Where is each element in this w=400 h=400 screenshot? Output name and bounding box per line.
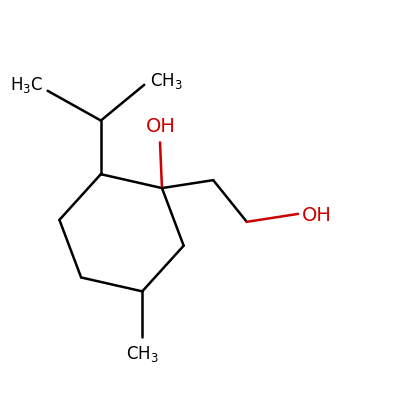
Text: $\mathregular{CH_3}$: $\mathregular{CH_3}$: [126, 344, 159, 364]
Text: OH: OH: [302, 206, 332, 224]
Text: OH: OH: [146, 118, 176, 136]
Text: $\mathregular{CH_3}$: $\mathregular{CH_3}$: [150, 71, 183, 91]
Text: $\mathregular{H_3C}$: $\mathregular{H_3C}$: [10, 75, 43, 95]
